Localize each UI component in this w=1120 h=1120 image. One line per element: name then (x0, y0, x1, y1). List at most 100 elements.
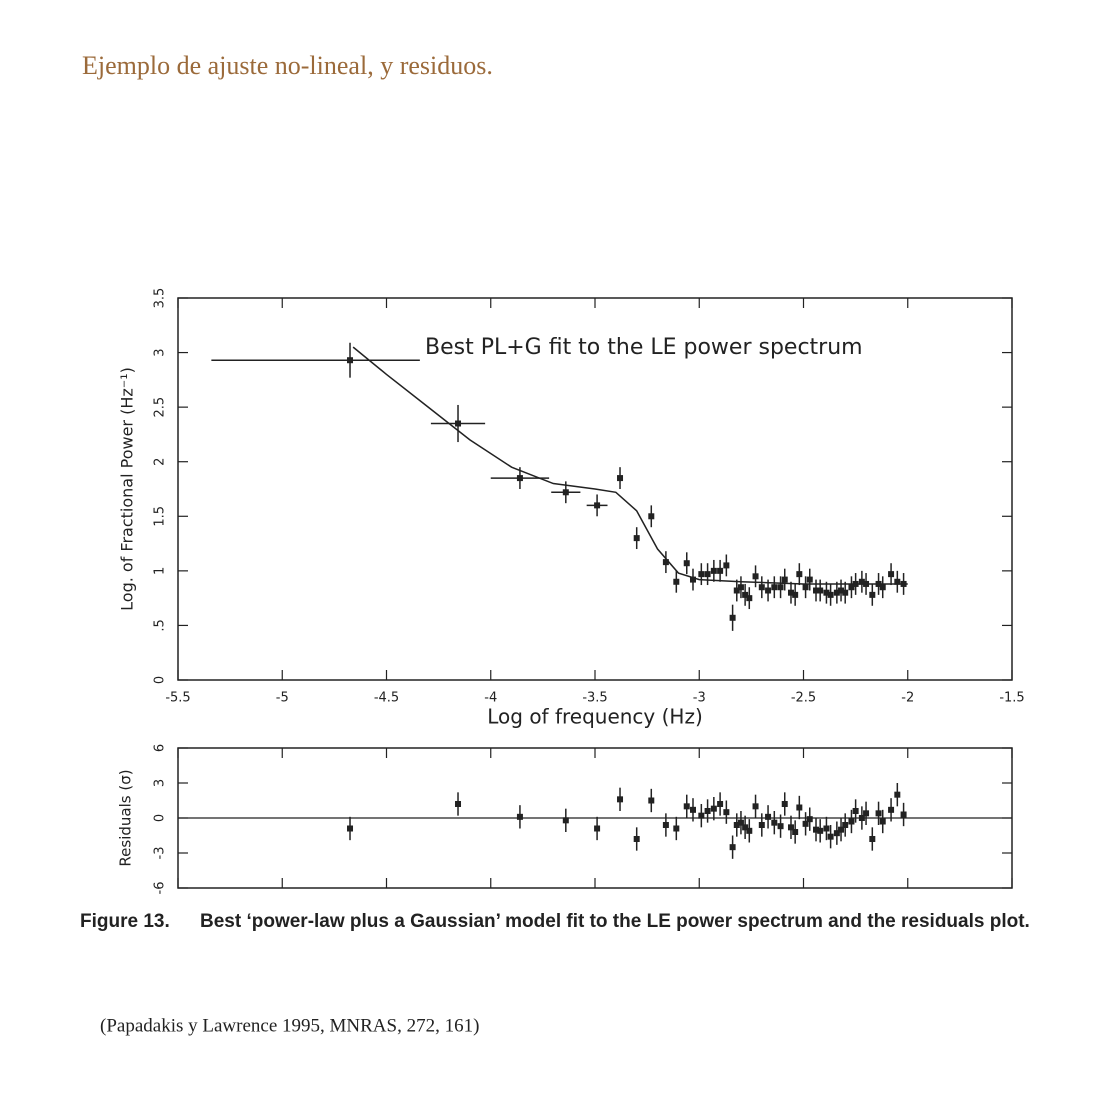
data-point (562, 489, 569, 496)
data-point (875, 580, 882, 587)
data-point (516, 813, 523, 820)
data-point (723, 809, 730, 816)
y-tick-label: 2.5 (153, 397, 168, 418)
caption-label: Figure 13. (80, 911, 170, 932)
data-point (796, 804, 803, 811)
data-point (900, 580, 907, 587)
caption-text: Best ‘power-law plus a Gaussian’ model f… (200, 911, 1030, 932)
data-point (733, 822, 740, 828)
data-point (729, 844, 736, 851)
data-point (723, 562, 730, 569)
data-point (875, 810, 882, 817)
data-point (752, 573, 759, 580)
data-point (852, 808, 859, 814)
data-point (858, 578, 865, 585)
data-point (746, 827, 753, 834)
data-point (704, 571, 711, 578)
data-point (594, 502, 601, 509)
data-point (813, 826, 820, 833)
source: (Papadakis y Lawrence 1995, MNRAS, 272, … (100, 1015, 479, 1036)
data-point (888, 806, 895, 813)
x-tick-label: -5.5 (165, 691, 190, 706)
data-point (562, 817, 569, 824)
data-point (833, 830, 840, 837)
data-point (813, 587, 820, 594)
data-point (817, 587, 824, 594)
data-point (662, 822, 669, 828)
y-tick-label: 3 (153, 348, 168, 356)
data-point (823, 589, 830, 596)
data-point (765, 587, 772, 594)
data-point (617, 475, 624, 482)
data-point (777, 823, 784, 830)
data-point (817, 827, 824, 834)
data-point (827, 833, 834, 840)
data-point (900, 811, 907, 818)
data-point (729, 614, 736, 621)
data-point (858, 815, 865, 821)
y-tick-label: 0 (153, 814, 168, 822)
data-point (796, 571, 803, 578)
data-point (737, 819, 744, 826)
data-point (863, 810, 870, 817)
data-point (698, 812, 705, 819)
data-point (704, 808, 711, 814)
data-point (894, 578, 901, 585)
data-point (633, 836, 640, 842)
data-point (781, 576, 788, 583)
data-point (758, 584, 765, 591)
fit-line (352, 346, 908, 585)
data-point (852, 580, 859, 587)
data-point (689, 806, 696, 813)
y-tick-label: 0 (153, 676, 168, 684)
data-point (698, 571, 705, 578)
slide-title: Ejemplo de ajuste no-lineal, y residuos. (82, 51, 493, 80)
data-point (806, 816, 813, 823)
data-point (792, 829, 799, 835)
data-point (673, 825, 680, 832)
data-point (455, 801, 462, 807)
data-point (838, 587, 845, 594)
x-tick-label: -1.5 (999, 691, 1024, 706)
x-tick-label: -5 (276, 691, 289, 706)
data-point (347, 357, 354, 364)
data-point (710, 567, 717, 574)
data-point (833, 589, 840, 596)
data-point (648, 797, 655, 804)
data-point (742, 824, 749, 831)
data-point (673, 578, 680, 585)
data-point (717, 567, 724, 574)
data-point (863, 580, 870, 587)
data-point (710, 805, 717, 812)
y-tick-label: 6 (153, 744, 168, 752)
x-tick-label: -4 (484, 691, 497, 706)
data-point (752, 803, 759, 810)
data-point (823, 825, 830, 832)
data-point (869, 836, 876, 842)
y-tick-label: -6 (153, 882, 168, 895)
data-point (633, 535, 640, 542)
data-point (879, 818, 886, 825)
data-point (806, 576, 813, 583)
data-point (869, 591, 876, 598)
data-point (792, 591, 799, 598)
data-point (733, 587, 740, 594)
data-point (737, 584, 744, 591)
data-point (594, 825, 601, 832)
data-point (827, 591, 834, 598)
data-point (781, 801, 788, 807)
residual-axis-label: Residuals (σ) (117, 769, 135, 866)
x-tick-label: -2.5 (791, 691, 816, 706)
data-point (648, 513, 655, 520)
data-point (838, 826, 845, 833)
data-point (848, 584, 855, 591)
data-point (717, 801, 724, 807)
data-point (765, 813, 772, 820)
x-tick-label: -4.5 (374, 691, 399, 706)
data-point (516, 475, 523, 482)
data-point (842, 589, 849, 596)
data-point (455, 420, 462, 427)
data-point (802, 584, 809, 591)
data-point (888, 571, 895, 578)
